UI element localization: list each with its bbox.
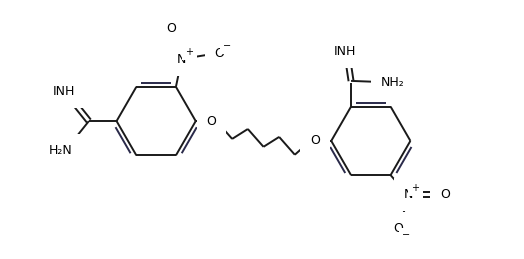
Text: O: O — [311, 134, 320, 147]
Text: INH: INH — [53, 85, 75, 98]
Text: INH: INH — [334, 45, 356, 58]
Text: O: O — [214, 47, 224, 60]
Text: −: − — [402, 231, 410, 241]
Text: N: N — [403, 189, 413, 202]
Text: O: O — [394, 222, 403, 235]
Text: +: + — [411, 183, 419, 193]
Text: −: − — [223, 41, 232, 51]
Text: NH₂: NH₂ — [381, 76, 405, 89]
Text: H₂N: H₂N — [48, 144, 72, 157]
Text: N: N — [177, 53, 187, 66]
Text: +: + — [185, 47, 193, 57]
Text: O: O — [206, 114, 216, 128]
Text: O: O — [440, 189, 450, 202]
Text: O: O — [166, 22, 176, 35]
